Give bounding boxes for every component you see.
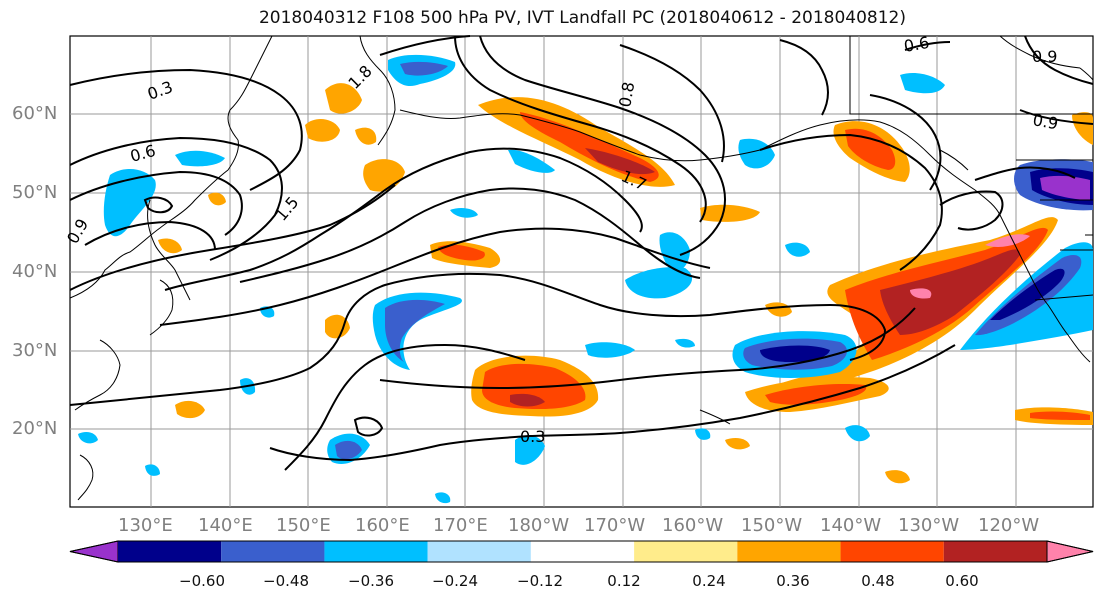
colorbar-swatch xyxy=(943,541,1047,562)
colorbar-tick-label: −0.24 xyxy=(432,572,478,590)
colorbar-swatch xyxy=(634,541,738,562)
longitude-label: 180°W xyxy=(508,515,570,536)
longitude-label: 130°W xyxy=(898,515,960,536)
colorbar xyxy=(69,540,1094,563)
contour-label: 0.6 xyxy=(902,33,930,56)
longitude-label: 150°W xyxy=(741,515,803,536)
colorbar-extend-high xyxy=(1046,540,1094,563)
longitude-label: 160°W xyxy=(662,515,724,536)
longitude-label: 160°E xyxy=(355,515,410,536)
colorbar-swatch xyxy=(118,541,222,562)
latitude-label: 40°N xyxy=(12,261,58,282)
colorbar-extend-low xyxy=(69,540,119,563)
longitude-label: 130°E xyxy=(118,515,173,536)
longitude-label: 170°W xyxy=(584,515,646,536)
colorbar-tick-label: 0.48 xyxy=(861,572,895,590)
colorbar-outline xyxy=(69,540,1094,563)
colorbar-tick-label: −0.12 xyxy=(517,572,563,590)
colorbar-tick-label: 0.24 xyxy=(692,572,726,590)
longitude-label: 140°E xyxy=(198,515,253,536)
pv-contours xyxy=(69,35,1094,471)
contour-label: 0.8 xyxy=(615,80,638,108)
latitude-label: 20°N xyxy=(12,418,58,439)
longitude-label: 170°E xyxy=(433,515,488,536)
gridlines xyxy=(70,36,1093,507)
colorbar-tick-label: 0.36 xyxy=(776,572,810,590)
colorbar-swatch xyxy=(221,541,325,562)
colorbar-tick-label: 0.60 xyxy=(945,572,979,590)
longitude-label: 150°E xyxy=(276,515,331,536)
colorbar-swatch xyxy=(427,541,531,562)
colorbar-tick-label: −0.60 xyxy=(179,572,225,590)
shaded-anomalies xyxy=(78,54,1093,504)
latitude-label: 30°N xyxy=(12,340,58,361)
longitude-label: 140°W xyxy=(820,515,882,536)
contour-label: 0.9 xyxy=(1031,110,1059,133)
colorbar-swatch xyxy=(737,541,841,562)
colorbar-tick-label: −0.36 xyxy=(348,572,394,590)
longitude-label: 120°W xyxy=(978,515,1040,536)
latitude-label: 50°N xyxy=(12,182,58,203)
colorbar-swatch xyxy=(530,541,635,562)
contour-label: 0.3 xyxy=(520,427,545,446)
latitude-label: 60°N xyxy=(12,103,58,124)
colorbar-tick-label: 0.12 xyxy=(607,572,641,590)
colorbar-swatch xyxy=(324,541,428,562)
contour-label: 0.9 xyxy=(1032,47,1057,66)
colorbar-swatch xyxy=(840,541,944,562)
colorbar-tick-label: −0.48 xyxy=(263,572,309,590)
map-title: 2018040312 F108 500 hPa PV, IVT Landfall… xyxy=(258,8,906,28)
